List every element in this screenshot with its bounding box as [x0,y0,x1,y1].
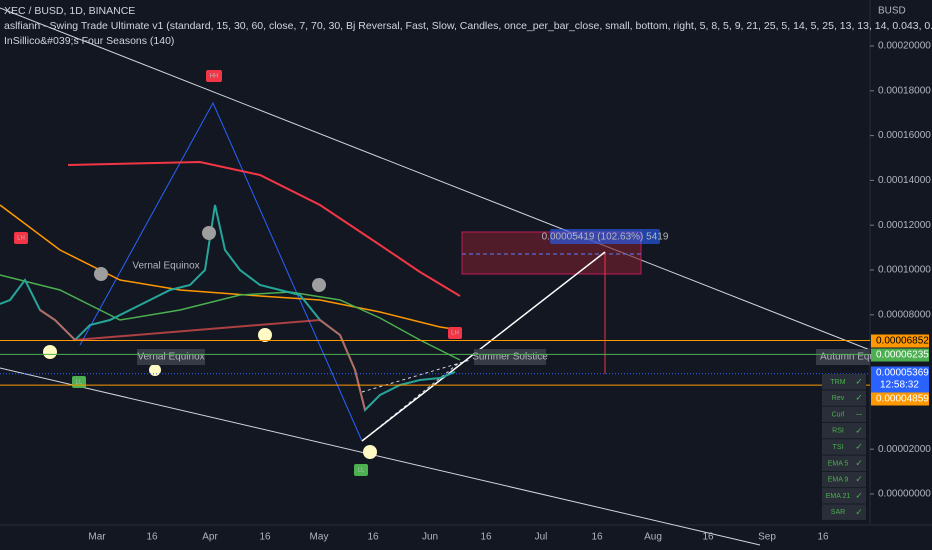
table-status: ✓ [855,393,863,403]
season-marker [363,445,377,459]
price-path-down [39,309,366,411]
trend-line [0,367,761,546]
season-label: Autumn Equin [820,352,883,363]
table-status: -- [856,409,862,419]
price-tick-label: 0.00020000 [878,41,931,52]
time-tick-label: Aug [644,532,662,543]
badge [448,327,462,339]
table-row [822,422,866,439]
table-label: TSI [833,444,844,451]
table-label: RSI [832,428,844,435]
table-status: ✓ [855,458,863,468]
season-marker [312,278,326,292]
price-tick-label: 0.00000000 [878,489,931,500]
table-status: ✓ [855,376,863,386]
wedge [361,359,471,393]
table-row [822,439,866,455]
price-label-box [871,392,929,406]
table-row [822,471,866,488]
ma-orange [0,204,461,331]
table-label: EMA 9 [828,477,849,484]
table-status: ✓ [855,474,863,484]
ma-green [0,274,461,361]
price-label: 0.00006235 [876,350,929,361]
table-status: ✓ [855,507,863,517]
table-status: ✓ [855,425,863,435]
table-row [822,406,866,423]
indicator: aslfiann - Swing Trade Ultimate v1 (stan… [4,20,932,32]
season-label: Vernal Equinox [132,261,199,272]
time-tick-label: 16 [367,532,379,543]
time-tick-label: Mar [88,532,106,543]
price-tick-label: 0.00018000 [878,85,931,96]
badge [206,70,222,82]
time-tick-label: 16 [259,532,271,543]
badge [354,464,368,476]
season-label: Vernal Equinox [137,352,204,363]
price-label-box [871,366,929,393]
time-tick-label: 16 [591,532,603,543]
symbol: XEC / BUSD, 1D, BINANCE [4,5,135,17]
time-tick-label: May [310,532,329,543]
table-label: EMA 5 [828,460,849,467]
label-box [816,349,870,365]
table-label: SAR [831,509,845,516]
price-tick-label: 0.00010000 [878,265,931,276]
table-row [822,390,866,406]
price-tick-label: 0.00008000 [878,309,931,320]
price-tick-label: 0.00016000 [878,130,931,141]
indicator: InSillico&#039;s Four Seasons (140) [4,35,174,47]
time-tick-label: Jul [535,532,548,543]
badge-text: HH [210,74,219,80]
badge-text: LL [358,468,365,474]
time-tick-label: 16 [480,532,492,543]
table-label: Curl [832,411,845,418]
table-label: TRM [830,379,845,386]
badge-text: LL [76,380,83,386]
badge-text: LH [451,331,459,337]
price-label: 0.00006852 [876,336,929,347]
badge-text: LH [17,236,25,242]
time-tick-label: Sep [758,532,776,543]
table-row [822,504,866,520]
badge [14,232,28,244]
projection-line [361,251,606,442]
season-marker [94,267,108,281]
time-tick-label: 16 [146,532,158,543]
season-marker [258,328,272,342]
table-label: Rev [832,395,845,402]
measure-label: 0.00005419 (102.63%) 5419 [542,232,669,243]
countdown: 12:58:32 [880,380,919,391]
time-tick-label: 16 [702,532,714,543]
table-status: ✓ [855,490,863,500]
price-label: 0.00004859 [876,394,929,405]
time-tick-label: Apr [202,532,218,543]
season-marker [149,364,161,376]
price-label-box [871,348,929,362]
time-tick-label: 16 [817,532,829,543]
season-label: Summer Solstice [472,352,548,363]
table-label: EMA 21 [826,493,851,500]
season-marker [43,345,57,359]
table-row [822,455,866,471]
season-marker [202,226,216,240]
zigzag [79,101,363,442]
table-status: ✓ [855,442,863,452]
price-tick-label: 0.00002000 [878,444,931,455]
trend-line [0,7,871,351]
price-tick-label: 0.00012000 [878,220,931,231]
measure-label-box [550,229,660,244]
price-tick-label: 0.00014000 [878,175,931,186]
time-tick-label: Jun [422,532,438,543]
label-box [137,349,205,365]
table-row [822,488,866,504]
table-row [822,374,866,390]
currency: BUSD [878,6,906,17]
price-label-box [871,334,929,348]
label-box [474,349,546,365]
price-label: 0.00005369 [876,368,929,379]
ma-red [67,160,461,297]
